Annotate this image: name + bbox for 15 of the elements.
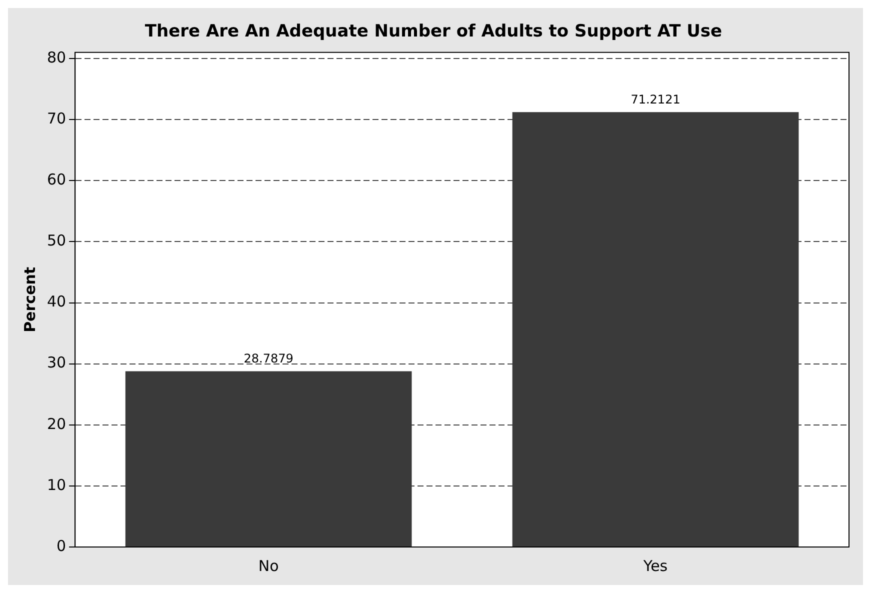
y-tick-label: 0 <box>56 536 66 555</box>
data-label: 28.7879 <box>244 351 294 366</box>
y-tick-label: 10 <box>46 476 66 494</box>
y-tick-label: 50 <box>46 232 66 250</box>
y-tick-label: 70 <box>46 109 66 128</box>
y-tick-label: 40 <box>46 292 66 311</box>
chart-title: There Are An Adequate Number of Adults to Support AT Use <box>144 22 722 42</box>
y-tick-label: 30 <box>46 354 66 372</box>
x-tick-label: No <box>258 556 279 575</box>
y-tick-label: 60 <box>46 170 66 189</box>
data-label: 71.2121 <box>630 92 680 106</box>
y-tick-label: 20 <box>46 414 66 433</box>
y-tick-label: 80 <box>46 48 66 66</box>
y-axis-title: Percent <box>20 266 39 332</box>
x-tick-label: Yes <box>642 556 668 575</box>
